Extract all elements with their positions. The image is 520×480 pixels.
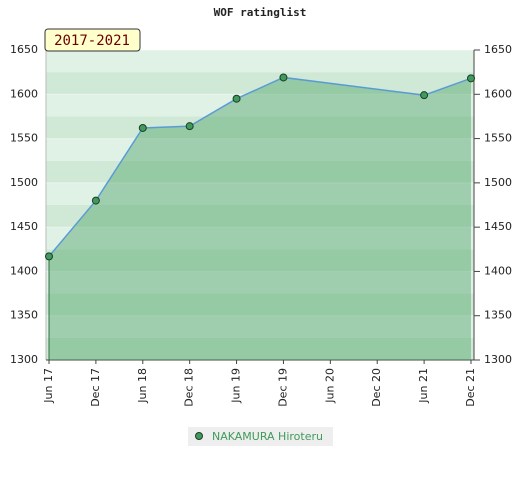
- point: [279, 73, 288, 82]
- chart-title: WOF ratinglist: [214, 6, 307, 19]
- line: [48, 76, 472, 257]
- stripe: [46, 315, 474, 338]
- x-tick-label: Dec 17: [89, 368, 102, 407]
- stripe: [46, 271, 474, 294]
- x-tick-label: Jun 17: [42, 368, 55, 404]
- y-tick-label: 1650: [10, 43, 38, 56]
- stripe: [46, 205, 474, 228]
- point: [420, 91, 429, 100]
- y-tick-label: 1350: [10, 309, 38, 322]
- x-tick-label: Jun 19: [230, 368, 243, 404]
- legend-label: NAKAMURA Hiroteru: [212, 430, 323, 443]
- stripe: [46, 293, 474, 316]
- y2-tick-label: 1300: [484, 353, 512, 366]
- stripe: [46, 116, 474, 139]
- area: [49, 77, 471, 360]
- x-tick-label: Jun 21: [417, 368, 430, 404]
- y2-tick-label: 1550: [484, 132, 512, 145]
- stripe: [46, 227, 474, 250]
- stripe: [46, 94, 474, 117]
- x-tick-label: Dec 18: [183, 368, 196, 407]
- y-tick-label: 1500: [10, 176, 38, 189]
- point: [232, 94, 241, 103]
- x-tick-label: Dec 21: [464, 368, 477, 407]
- x-tick-label: Dec 20: [370, 368, 383, 407]
- stripe: [46, 337, 474, 360]
- x-tick-label: Dec 19: [276, 368, 289, 407]
- y-tick-label: 1450: [10, 220, 38, 233]
- x-tick-label: Jun 18: [136, 368, 149, 404]
- y2-tick-label: 1650: [484, 43, 512, 56]
- legend-marker: [195, 432, 203, 440]
- y-tick-label: 1550: [10, 132, 38, 145]
- y2-tick-label: 1500: [484, 176, 512, 189]
- y-tick-label: 1600: [10, 87, 38, 100]
- legend-box: [188, 427, 333, 446]
- y-tick-label: 1300: [10, 353, 38, 366]
- stripe: [46, 50, 474, 73]
- annotation-box: [44, 28, 141, 52]
- y2-tick-label: 1600: [484, 87, 512, 100]
- point: [45, 252, 53, 261]
- y-tick-label: 1400: [10, 264, 38, 277]
- point: [91, 196, 100, 205]
- point: [138, 123, 147, 132]
- stripe: [46, 138, 474, 161]
- stripe: [46, 182, 474, 205]
- annotation: 2017-2021: [54, 33, 130, 49]
- y2-tick-label: 1450: [484, 220, 512, 233]
- stripe: [46, 160, 474, 183]
- x-tick-label: Jun 20: [323, 368, 336, 404]
- y2-tick-label: 1350: [484, 309, 512, 322]
- stripe: [46, 249, 474, 272]
- point: [467, 74, 475, 83]
- point: [185, 122, 194, 131]
- stripe: [46, 72, 474, 95]
- y2-tick-label: 1400: [484, 264, 512, 277]
